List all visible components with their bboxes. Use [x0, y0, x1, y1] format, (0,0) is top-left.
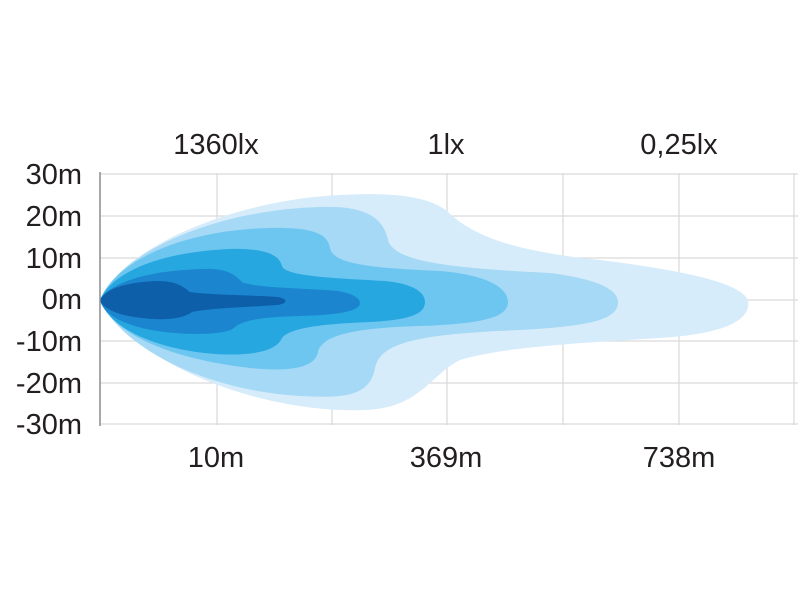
- y-tick-label: -10m: [16, 326, 82, 358]
- illuminance-labels: 1360lx 1lx 0,25lx: [173, 129, 718, 161]
- y-tick-label: 10m: [26, 243, 82, 275]
- distance-label: 10m: [188, 442, 244, 474]
- y-tick-label: 20m: [26, 201, 82, 233]
- y-tick-label: -20m: [16, 368, 82, 400]
- y-tick-label: 30m: [26, 159, 82, 191]
- y-tick-label: -30m: [16, 409, 82, 441]
- contour-level-6: [100, 281, 286, 320]
- illuminance-contours: [100, 194, 749, 411]
- distance-label: 738m: [643, 442, 716, 474]
- y-axis-tick-labels: 30m 20m 10m 0m -10m -20m -30m: [16, 159, 82, 441]
- distance-label: 369m: [410, 442, 483, 474]
- distance-labels: 10m 369m 738m: [188, 442, 715, 474]
- illuminance-label: 0,25lx: [640, 129, 718, 161]
- illuminance-label: 1360lx: [173, 129, 259, 161]
- illuminance-label: 1lx: [427, 129, 465, 161]
- y-tick-label: 0m: [42, 284, 82, 316]
